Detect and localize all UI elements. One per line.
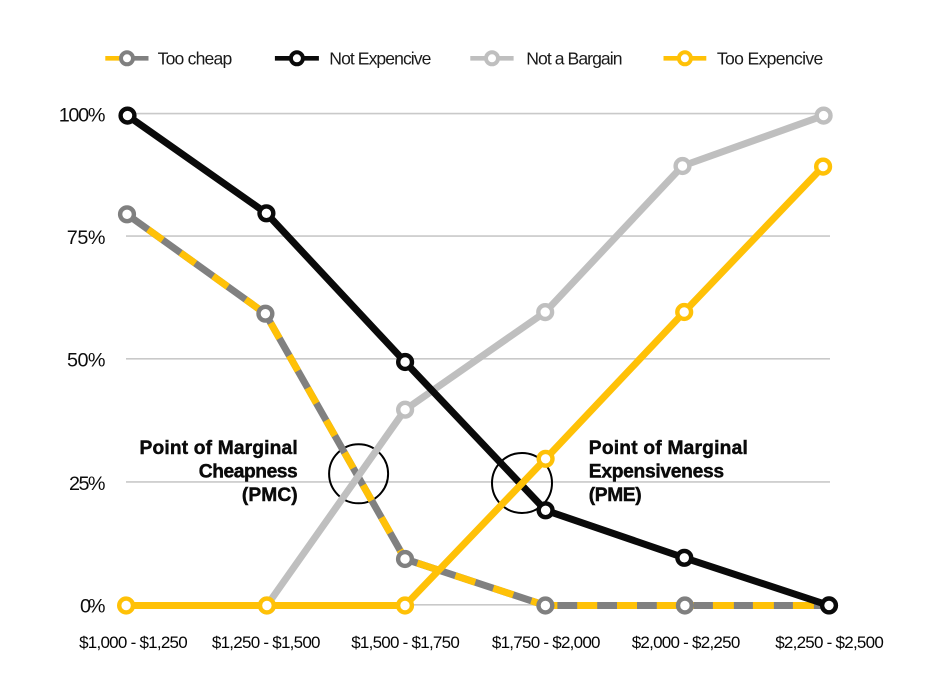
svg-text:(PME): (PME) bbox=[589, 485, 642, 506]
svg-text:Too cheap: Too cheap bbox=[158, 49, 233, 69]
svg-text:Point of Marginal: Point of Marginal bbox=[140, 438, 298, 459]
svg-text:$2,000 - $2,250: $2,000 - $2,250 bbox=[632, 633, 741, 652]
svg-text:$1,500 - $1,750: $1,500 - $1,750 bbox=[351, 633, 460, 652]
svg-text:100%: 100% bbox=[59, 105, 106, 127]
svg-text:Expensiveness: Expensiveness bbox=[589, 462, 724, 483]
svg-text:25%: 25% bbox=[69, 473, 106, 495]
svg-text:Cheapness: Cheapness bbox=[199, 462, 298, 483]
svg-text:0%: 0% bbox=[80, 596, 106, 618]
svg-text:Point of Marginal: Point of Marginal bbox=[589, 438, 748, 459]
svg-text:$1,250 - $1,500: $1,250 - $1,500 bbox=[212, 633, 321, 652]
svg-text:(PMC): (PMC) bbox=[242, 485, 298, 506]
svg-text:$1,000 - $1,250: $1,000 - $1,250 bbox=[79, 633, 188, 652]
svg-text:$1,750 - $2,000: $1,750 - $2,000 bbox=[492, 633, 601, 652]
svg-text:$2,250 - $2,500: $2,250 - $2,500 bbox=[775, 633, 884, 652]
svg-text:Not a Bargain: Not a Bargain bbox=[526, 49, 622, 69]
svg-text:75%: 75% bbox=[67, 227, 106, 249]
svg-text:50%: 50% bbox=[67, 350, 106, 372]
svg-text:Too Expencive: Too Expencive bbox=[717, 49, 823, 69]
svg-text:Not Expencive: Not Expencive bbox=[329, 49, 431, 69]
